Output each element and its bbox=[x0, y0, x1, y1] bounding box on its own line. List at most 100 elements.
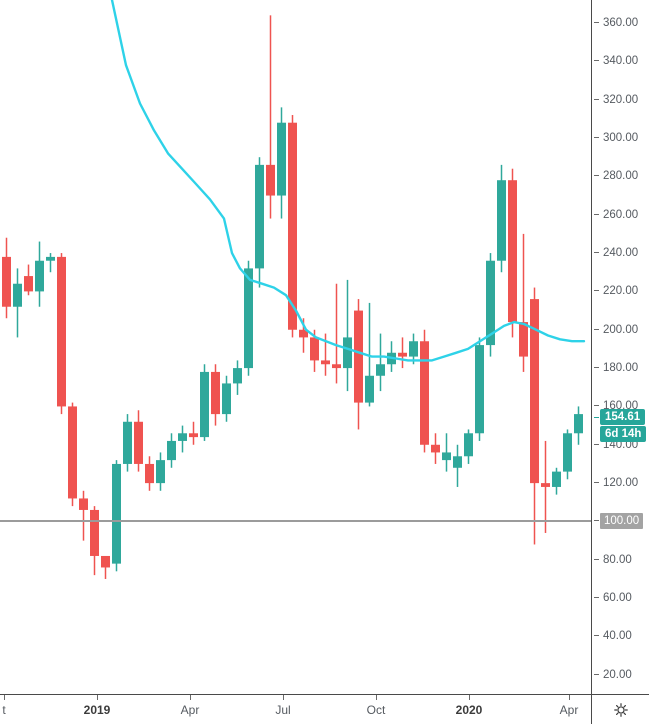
candle bbox=[541, 440, 550, 533]
candle bbox=[244, 260, 253, 376]
price-tick-label: 20.00 bbox=[603, 668, 632, 681]
time-axis[interactable]: t 2019 Apr Jul Oct 2020 Apr bbox=[0, 694, 591, 724]
tick-mark bbox=[594, 328, 599, 330]
candle bbox=[46, 253, 55, 273]
price-tick-label: 200.00 bbox=[603, 323, 639, 336]
price-tick-label: 180.00 bbox=[603, 362, 639, 375]
chart-settings-corner[interactable] bbox=[591, 694, 649, 724]
price-tick-label: 260.00 bbox=[603, 208, 639, 221]
price-axis[interactable]: 360.00 340.00 320.00 300.00 280.00 260.00 240.… bbox=[591, 0, 649, 694]
candle bbox=[475, 337, 484, 441]
candle bbox=[68, 402, 77, 507]
candle bbox=[255, 157, 264, 288]
price-tick-label: 240.00 bbox=[603, 247, 639, 260]
candle bbox=[376, 333, 385, 392]
tick-mark bbox=[594, 482, 599, 484]
candle bbox=[134, 410, 143, 472]
candle bbox=[530, 287, 539, 545]
candle bbox=[464, 429, 473, 464]
candle bbox=[508, 168, 517, 338]
tick-mark bbox=[190, 695, 191, 700]
tick-mark bbox=[4, 695, 5, 700]
candle bbox=[222, 375, 231, 422]
candle bbox=[497, 164, 506, 273]
ma-polyline bbox=[110, 0, 586, 362]
tick-mark bbox=[569, 695, 570, 700]
tick-mark bbox=[594, 635, 599, 637]
tick-mark bbox=[594, 175, 599, 177]
price-tick-label: 280.00 bbox=[603, 170, 639, 183]
price-tick-label: 120.00 bbox=[603, 477, 639, 490]
candle bbox=[442, 433, 451, 472]
price-tick-label: 60.00 bbox=[603, 592, 632, 605]
moving-average-line bbox=[110, 0, 586, 362]
time-tick-label: 2020 bbox=[455, 703, 483, 717]
price-tick-label: 220.00 bbox=[603, 285, 639, 298]
price-tick-label: 320.00 bbox=[603, 93, 639, 106]
time-tick-label: 2019 bbox=[83, 703, 111, 717]
candle bbox=[574, 406, 583, 445]
time-tick-label: Apr bbox=[559, 703, 579, 717]
tick-mark bbox=[594, 405, 599, 407]
candle bbox=[79, 490, 88, 541]
tick-mark bbox=[594, 443, 599, 445]
candle bbox=[112, 460, 121, 572]
tick-mark bbox=[469, 695, 470, 700]
candle bbox=[167, 433, 176, 468]
candle bbox=[200, 364, 209, 441]
tick-mark bbox=[594, 98, 599, 100]
candle bbox=[57, 253, 66, 415]
time-tick-label: t bbox=[2, 703, 6, 717]
tick-mark bbox=[376, 695, 377, 700]
price-tick-label: 140.00 bbox=[603, 438, 639, 451]
tick-mark bbox=[594, 558, 599, 560]
candle bbox=[35, 241, 44, 307]
candle bbox=[332, 283, 341, 384]
tick-mark bbox=[283, 695, 284, 700]
candle bbox=[90, 506, 99, 576]
time-tick-label: Oct bbox=[366, 703, 386, 717]
price-tick-label: 340.00 bbox=[603, 55, 639, 68]
candle bbox=[299, 318, 308, 353]
time-tick-label: Apr bbox=[180, 703, 200, 717]
candle bbox=[310, 329, 319, 372]
price-tick-label: 40.00 bbox=[603, 630, 632, 643]
candle bbox=[354, 299, 363, 430]
candle bbox=[288, 115, 297, 338]
candle bbox=[453, 444, 462, 487]
candle bbox=[519, 233, 528, 372]
candle bbox=[486, 253, 495, 357]
tick-mark bbox=[594, 60, 599, 62]
chart-plot-area[interactable] bbox=[0, 0, 591, 694]
tick-mark bbox=[594, 22, 599, 23]
price-tick-label: 360.00 bbox=[603, 17, 639, 29]
candle bbox=[24, 264, 33, 296]
countdown-badge[interactable]: 6d 14h bbox=[600, 425, 647, 442]
price-tick-label: 300.00 bbox=[603, 132, 639, 145]
gear-icon[interactable] bbox=[612, 701, 629, 718]
candle bbox=[145, 456, 154, 491]
candle bbox=[343, 279, 352, 392]
time-tick-label: Jul bbox=[275, 703, 291, 717]
candle bbox=[211, 364, 220, 426]
candle bbox=[2, 237, 11, 319]
candle bbox=[233, 360, 242, 395]
last-price-badge[interactable]: 154.61 bbox=[600, 408, 646, 425]
tick-mark bbox=[594, 597, 599, 599]
tick-mark bbox=[594, 673, 599, 675]
last-price-tick bbox=[594, 416, 599, 418]
tick-mark bbox=[594, 367, 599, 369]
candle bbox=[563, 429, 572, 480]
candle bbox=[178, 425, 187, 453]
candlestick-series bbox=[2, 15, 583, 579]
candle bbox=[189, 421, 198, 445]
candle bbox=[431, 433, 440, 464]
candle bbox=[266, 15, 275, 219]
tick-mark bbox=[594, 137, 599, 139]
price-tick-label: 100.00 bbox=[600, 513, 644, 530]
tick-mark bbox=[594, 290, 599, 292]
price-tick-label: 80.00 bbox=[603, 553, 632, 566]
candle bbox=[420, 329, 429, 453]
price-level-line[interactable] bbox=[0, 520, 591, 523]
